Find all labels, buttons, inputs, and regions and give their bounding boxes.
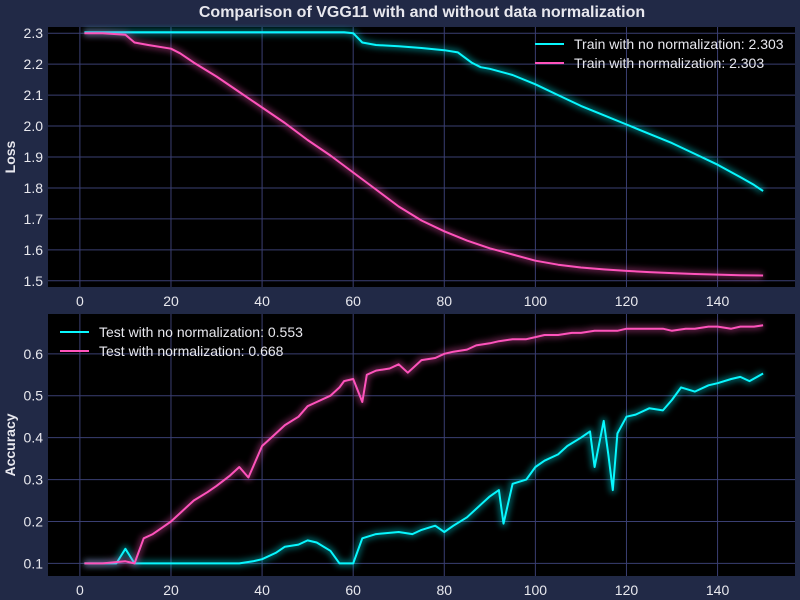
accuracy-series-1-line [84, 324, 764, 565]
loss-x-ticks: 0 20 40 60 80 100 120 140 [76, 293, 729, 309]
loss-y-tick-label: 1.5 [24, 273, 44, 289]
loss-legend: Train with no normalization: 2.303 Train … [535, 36, 784, 71]
accuracy-legend-label: Test with normalization: 0.668 [99, 343, 284, 359]
loss-y-tick-label: 1.6 [24, 242, 44, 258]
loss-y-ticks: 1.5 1.6 1.7 1.8 1.9 2.0 2.1 2.2 2.3 [24, 25, 44, 289]
loss-y-tick-label: 1.9 [24, 149, 44, 165]
accuracy-y-ticks: 0.1 0.2 0.3 0.4 0.5 0.6 [24, 346, 44, 572]
loss-legend-label: Train with no normalization: 2.303 [574, 36, 784, 52]
loss-y-tick-label: 1.7 [24, 211, 44, 227]
accuracy-x-tick-label: 0 [76, 582, 84, 598]
loss-y-tick-label: 2.3 [24, 25, 44, 41]
accuracy-series-0-line [84, 372, 764, 565]
loss-x-tick-label: 120 [615, 293, 639, 309]
loss-y-tick-label: 1.8 [24, 180, 44, 196]
accuracy-grid [48, 314, 795, 576]
accuracy-y-tick-label: 0.5 [24, 388, 44, 404]
loss-y-tick-label: 2.1 [24, 87, 44, 103]
accuracy-y-axis-label: Accuracy [2, 413, 18, 476]
accuracy-legend-label: Test with no normalization: 0.553 [99, 324, 303, 340]
accuracy-y-tick-label: 0.1 [24, 555, 44, 571]
loss-y-tick-label: 2.0 [24, 118, 44, 134]
loss-x-tick-label: 100 [524, 293, 548, 309]
loss-legend-label: Train with normalization: 2.303 [574, 55, 764, 71]
accuracy-x-tick-label: 140 [706, 582, 730, 598]
accuracy-lines [84, 321, 765, 567]
loss-x-tick-label: 140 [706, 293, 730, 309]
loss-x-tick-label: 40 [254, 293, 270, 309]
accuracy-legend: Test with no normalization: 0.553 Test wi… [60, 324, 303, 359]
accuracy-x-tick-label: 100 [524, 582, 548, 598]
accuracy-y-tick-label: 0.2 [24, 514, 44, 530]
accuracy-x-tick-label: 60 [345, 582, 361, 598]
accuracy-panel: 0 20 40 60 80 100 120 140 0.1 0.2 0.3 0.4 0.5 0.6 Ac… [2, 314, 795, 598]
loss-panel: 0 20 40 60 80 100 120 140 1.5 1.6 1.7 1.8 1.9 2.0 2.1… [2, 25, 795, 309]
accuracy-x-tick-label: 120 [615, 582, 639, 598]
loss-x-tick-label: 20 [163, 293, 179, 309]
loss-series-0-line [84, 31, 764, 192]
loss-x-tick-label: 80 [436, 293, 452, 309]
chart-title: Comparison of VGG11 with and without dat… [199, 4, 645, 21]
loss-y-tick-label: 2.2 [24, 56, 44, 72]
accuracy-y-tick-label: 0.4 [24, 430, 44, 446]
accuracy-x-tick-label: 80 [436, 582, 452, 598]
accuracy-x-tick-label: 20 [163, 582, 179, 598]
accuracy-x-ticks: 0 20 40 60 80 100 120 140 [76, 582, 729, 598]
accuracy-y-tick-label: 0.6 [24, 346, 44, 362]
loss-y-axis-label: Loss [2, 140, 18, 173]
loss-x-tick-label: 60 [345, 293, 361, 309]
loss-x-tick-label: 0 [76, 293, 84, 309]
accuracy-x-tick-label: 40 [254, 582, 270, 598]
loss-lines [84, 28, 766, 279]
accuracy-y-tick-label: 0.3 [24, 472, 44, 488]
loss-series-1-line [84, 32, 764, 277]
